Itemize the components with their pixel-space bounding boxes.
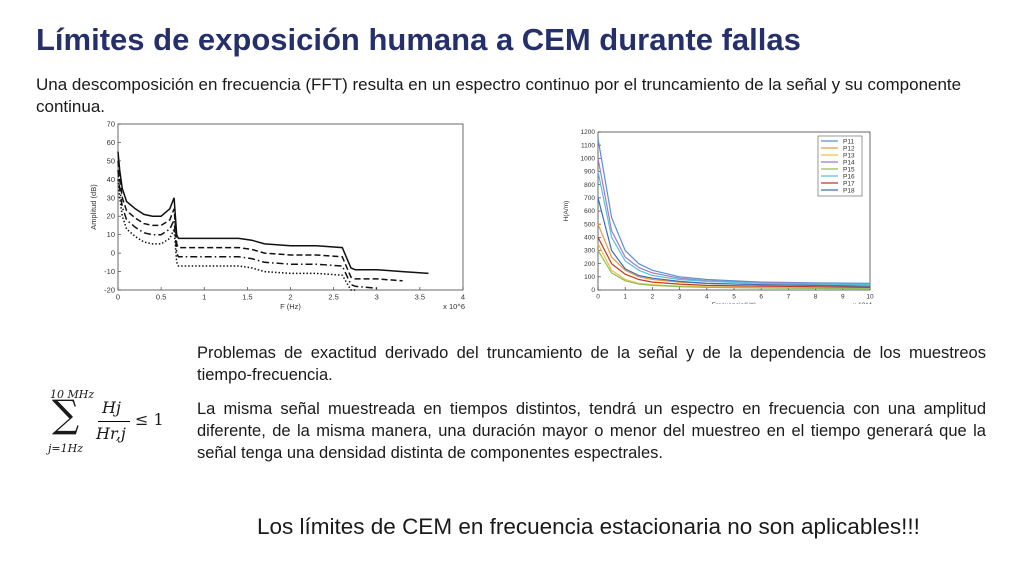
x-tick-label: 10 — [866, 294, 874, 301]
formula-numerator: Hj — [102, 398, 121, 417]
legend-label: P13 — [843, 153, 855, 160]
y-tick-label: 0 — [111, 249, 115, 258]
page-title: Límites de exposición humana a CEM duran… — [36, 22, 801, 57]
x-tick-label: 1.5 — [242, 293, 252, 302]
y-tick-label: 100 — [584, 274, 595, 281]
body-paragraph: La misma señal muestreada en tiempos dis… — [197, 400, 986, 462]
x-tick-label: 9 — [841, 294, 845, 301]
legend-label: P16 — [843, 174, 855, 181]
series-line — [117, 151, 429, 275]
intro-text: Una descomposición en frecuencia (FFT) r… — [36, 75, 962, 116]
y-tick-label: 600 — [584, 208, 595, 215]
y-axis-label: Amplitud (dB) — [89, 184, 98, 230]
magnetic-field-spectrum-chart: 0 1 2 3 4 5 6 7 8 9 100100200300400500600700800900… — [563, 129, 874, 304]
legend-label: P15 — [843, 167, 855, 174]
x-tick-label: 2 — [651, 294, 655, 301]
y-tick-label: -10 — [104, 267, 115, 276]
y-tick-label: 30 — [107, 193, 115, 202]
x-tick-label: 4 — [705, 294, 709, 301]
x-tick-label: 5 — [732, 294, 736, 301]
series-line — [597, 158, 871, 285]
body-text: Problemas de exactitud derivado del trun… — [197, 342, 986, 476]
x-tick-label: 1 — [623, 294, 627, 301]
x-tick-label: 6 — [759, 294, 763, 301]
x-tick-label: 2.5 — [328, 293, 338, 302]
y-tick-label: 900 — [584, 169, 595, 176]
series-line — [597, 250, 871, 290]
x-axis-multiplier: x 10^6 — [443, 302, 465, 311]
legend-label: P11 — [843, 139, 854, 146]
series-line — [117, 160, 403, 282]
series-line — [117, 179, 356, 291]
y-tick-label: 60 — [107, 138, 115, 147]
series-line — [597, 243, 871, 289]
series-line — [597, 171, 871, 286]
fraction-bar — [98, 421, 130, 422]
formula-relation: ≤ 1 — [135, 410, 164, 429]
body-paragraph: Problemas de exactitud derivado del trun… — [197, 344, 986, 384]
legend-box — [817, 135, 863, 197]
formula-denominator: Hr,j — [96, 424, 126, 443]
y-tick-label: 40 — [107, 175, 115, 184]
series-line — [597, 197, 871, 287]
y-tick-label: 400 — [584, 235, 595, 242]
x-tick-label: 4 — [461, 293, 465, 302]
series-line — [597, 138, 871, 284]
x-tick-label: 2 — [288, 293, 292, 302]
y-tick-label: 1000 — [581, 156, 596, 163]
y-tick-label: 200 — [584, 261, 595, 268]
exposure-limit-formula: 10 MHz ∑ j=1Hz Hj Hr,j ≤ 1 — [40, 388, 180, 468]
y-tick-label: 1100 — [581, 142, 595, 149]
sum-lower-limit: j=1Hz — [48, 442, 84, 455]
y-tick-label: 800 — [584, 182, 595, 189]
conclusion-text: Los límites de CEM en frecuencia estacio… — [257, 514, 920, 539]
x-tick-label: 0.5 — [156, 293, 166, 302]
legend-label: P17 — [843, 181, 855, 188]
x-tick-label: 3.5 — [415, 293, 425, 302]
y-tick-label: 300 — [584, 248, 595, 255]
series-line — [597, 237, 871, 288]
x-tick-label: 0 — [596, 294, 600, 301]
legend-label: P12 — [843, 146, 855, 153]
legend-label: P18 — [843, 188, 855, 195]
y-tick-label: 1200 — [581, 129, 596, 136]
amplitude-spectrum-chart: 0 0.5 1 1.5 2 2.5 3 3.5 4 -20 -10 0 10 20 30 40 50 60 70 F … — [89, 120, 465, 312]
x-tick-label: 8 — [814, 294, 818, 301]
y-tick-label: 500 — [584, 221, 595, 228]
y-axis-label: H(A/m) — [563, 201, 570, 222]
x-tick-label: 3 — [375, 293, 379, 302]
y-tick-label: 0 — [591, 287, 595, 294]
x-tick-label: 3 — [678, 294, 682, 301]
summation-symbol: ∑ — [52, 392, 80, 436]
x-tick-label: 0 — [116, 293, 120, 302]
y-tick-label: -20 — [104, 286, 115, 295]
y-tick-label: 70 — [107, 120, 115, 129]
x-tick-label: 1 — [202, 293, 206, 302]
x-axis-multiplier: x 10^4 — [853, 302, 872, 304]
x-axis-label: Frecuencia(Hz) — [712, 302, 756, 304]
series-line — [117, 170, 377, 289]
legend-label: P14 — [843, 160, 855, 167]
y-tick-label: 50 — [107, 156, 115, 165]
y-tick-label: 10 — [107, 230, 115, 239]
x-axis-label: F (Hz) — [280, 302, 301, 311]
x-tick-label: 7 — [787, 294, 791, 301]
y-tick-label: 20 — [107, 212, 115, 221]
sum-upper-limit: 10 MHz — [50, 388, 95, 401]
y-tick-label: 700 — [584, 195, 595, 202]
